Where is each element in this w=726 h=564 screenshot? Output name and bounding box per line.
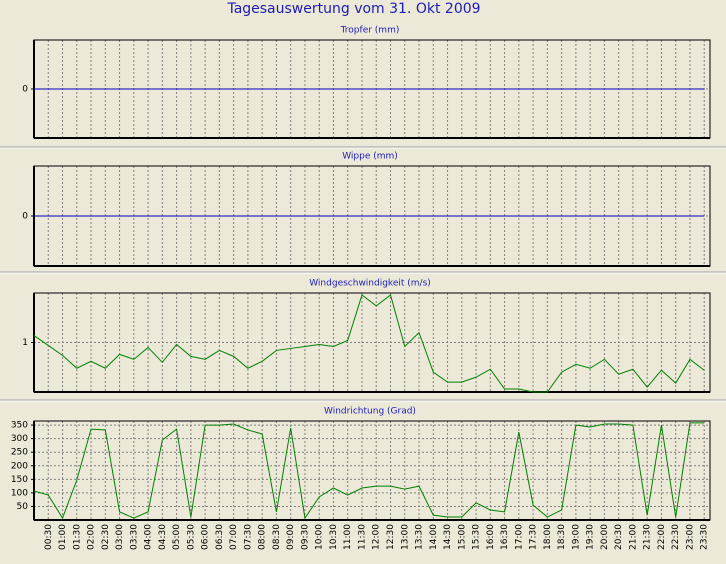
y-tick-label: 50 (17, 502, 29, 512)
data-line (33, 422, 705, 520)
x-tick-label: 09:30 (300, 524, 310, 550)
x-tick-label: 20:00 (600, 524, 610, 550)
x-tick-label: 00:30 (44, 524, 54, 550)
y-tick-label: 250 (11, 448, 28, 458)
x-tick-label: 11:00 (343, 524, 353, 550)
y-tick-label: 1 (22, 338, 28, 348)
x-tick-label: 05:30 (186, 524, 196, 550)
x-tick-label: 21:00 (628, 524, 638, 550)
x-tick-label: 20:30 (614, 524, 624, 550)
x-tick-label: 02:30 (101, 524, 111, 550)
plot-area (34, 421, 710, 520)
y-tick-label: 200 (11, 461, 28, 471)
x-tick-label: 07:00 (229, 524, 239, 550)
x-tick-label: 18:00 (543, 524, 553, 550)
chart-title: Wippe (mm) (342, 152, 398, 162)
x-tick-label: 11:30 (357, 524, 367, 550)
x-tick-label: 15:30 (472, 524, 482, 550)
x-tick-label: 13:30 (415, 524, 425, 550)
x-tick-label: 23:00 (685, 524, 695, 550)
x-tick-label: 18:30 (557, 524, 567, 550)
x-tick-label: 04:30 (158, 524, 168, 550)
x-tick-label: 15:00 (457, 524, 467, 550)
x-tick-label: 06:30 (215, 524, 225, 550)
x-tick-label: 16:00 (486, 524, 496, 550)
x-tick-label: 19:00 (571, 524, 581, 550)
page-title: Tagesauswertung vom 31. Okt 2009 (226, 1, 480, 17)
x-tick-label: 01:00 (58, 524, 68, 550)
y-tick-label: 300 (11, 434, 28, 444)
x-tick-label: 12:30 (386, 524, 396, 550)
x-tick-label: 04:00 (144, 524, 154, 550)
x-tick-label: 10:30 (329, 524, 339, 550)
x-tick-label: 06:00 (201, 524, 211, 550)
y-tick-label: 100 (11, 488, 28, 498)
x-tick-label: 08:30 (272, 524, 282, 550)
x-tick-label: 13:00 (400, 524, 410, 550)
x-tick-label: 19:30 (586, 524, 596, 550)
y-tick-label: 350 (11, 421, 28, 431)
x-tick-label: 22:30 (671, 524, 681, 550)
x-tick-label: 17:00 (514, 524, 524, 550)
x-tick-label: 16:30 (500, 524, 510, 550)
y-tick-label: 0 (22, 85, 28, 95)
x-tick-label: 03:30 (129, 524, 139, 550)
x-tick-label: 23:30 (700, 524, 710, 550)
x-tick-label: 01:30 (72, 524, 82, 550)
chart-title: Windgeschwindigkeit (m/s) (309, 279, 431, 289)
chart-title: Windrichtung (Grad) (324, 407, 416, 417)
x-tick-label: 08:00 (258, 524, 268, 550)
x-tick-label: 09:00 (286, 524, 296, 550)
chart-title: Tropfer (mm) (340, 26, 400, 36)
x-tick-label: 22:00 (657, 524, 667, 550)
x-tick-label: 02:00 (87, 524, 97, 550)
y-tick-label: 0 (22, 212, 28, 222)
y-tick-label: 150 (11, 475, 28, 485)
x-tick-label: 03:00 (115, 524, 125, 550)
x-tick-label: 21:30 (643, 524, 653, 550)
x-tick-label: 12:00 (372, 524, 382, 550)
x-tick-label: 05:00 (172, 524, 182, 550)
x-tick-label: 14:30 (443, 524, 453, 550)
x-tick-label: 07:30 (243, 524, 253, 550)
x-tick-label: 14:00 (429, 524, 439, 550)
data-line (33, 294, 705, 393)
x-tick-label: 10:00 (315, 524, 325, 550)
x-tick-label: 17:30 (529, 524, 539, 550)
